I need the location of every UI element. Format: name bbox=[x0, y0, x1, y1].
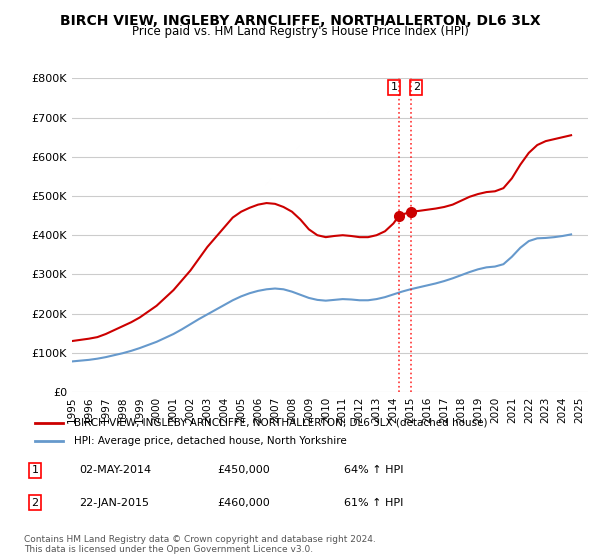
Text: £460,000: £460,000 bbox=[217, 498, 270, 508]
Text: Price paid vs. HM Land Registry's House Price Index (HPI): Price paid vs. HM Land Registry's House … bbox=[131, 25, 469, 38]
Text: 64% ↑ HPI: 64% ↑ HPI bbox=[344, 465, 404, 475]
Text: BIRCH VIEW, INGLEBY ARNCLIFFE, NORTHALLERTON, DL6 3LX: BIRCH VIEW, INGLEBY ARNCLIFFE, NORTHALLE… bbox=[59, 14, 541, 28]
Text: BIRCH VIEW, INGLEBY ARNCLIFFE, NORTHALLERTON, DL6 3LX (detached house): BIRCH VIEW, INGLEBY ARNCLIFFE, NORTHALLE… bbox=[74, 418, 487, 428]
Text: 61% ↑ HPI: 61% ↑ HPI bbox=[344, 498, 404, 508]
Text: £450,000: £450,000 bbox=[217, 465, 270, 475]
Text: 22-JAN-2015: 22-JAN-2015 bbox=[79, 498, 149, 508]
Text: HPI: Average price, detached house, North Yorkshire: HPI: Average price, detached house, Nort… bbox=[74, 436, 346, 446]
Text: 02-MAY-2014: 02-MAY-2014 bbox=[79, 465, 151, 475]
Text: 2: 2 bbox=[413, 82, 420, 92]
Text: 2: 2 bbox=[31, 498, 38, 508]
Text: Contains HM Land Registry data © Crown copyright and database right 2024.
This d: Contains HM Land Registry data © Crown c… bbox=[24, 535, 376, 554]
Text: 1: 1 bbox=[32, 465, 38, 475]
Text: 1: 1 bbox=[391, 82, 397, 92]
